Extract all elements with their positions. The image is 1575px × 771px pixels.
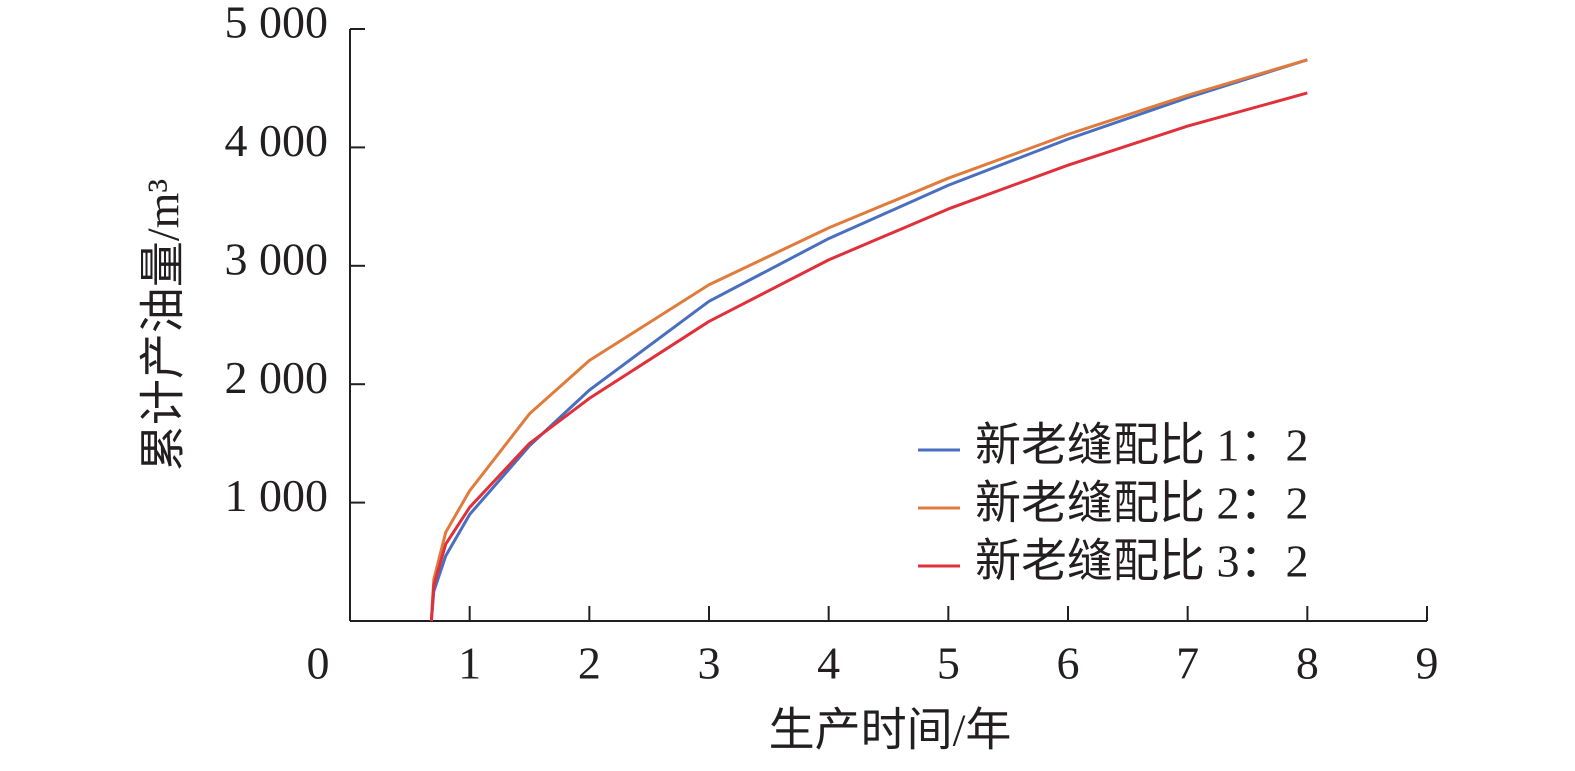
x-tick-label: 5 (937, 638, 960, 689)
x-tick-label: 9 (1416, 638, 1439, 689)
x-tick-label: 2 (578, 638, 601, 689)
x-tick-label: 6 (1057, 638, 1080, 689)
y-tick-label: 2 000 (225, 352, 329, 403)
legend-label: 新老缝配比 1：2 (975, 420, 1309, 471)
x-tick-label: 1 (458, 638, 481, 689)
y-axis-label: 累计产油量/m³ (138, 179, 189, 471)
x-tick-label: 0 (307, 638, 330, 689)
x-tick-label: 4 (817, 638, 840, 689)
x-tick-label: 8 (1296, 638, 1319, 689)
y-tick-label: 3 000 (225, 233, 329, 284)
legend-label: 新老缝配比 2：2 (975, 478, 1309, 529)
x-tick-label: 3 (698, 638, 721, 689)
y-tick-label: 1 000 (225, 470, 329, 521)
x-tick-label: 7 (1176, 638, 1199, 689)
series-line (429, 58, 1308, 622)
x-axis-label: 生产时间/年 (769, 705, 1012, 756)
legend-label: 新老缝配比 3：2 (975, 536, 1309, 587)
y-tick-label: 5 000 (225, 0, 329, 48)
y-tick-label: 4 000 (225, 115, 329, 166)
series-line (429, 91, 1308, 622)
series-line (429, 58, 1308, 622)
